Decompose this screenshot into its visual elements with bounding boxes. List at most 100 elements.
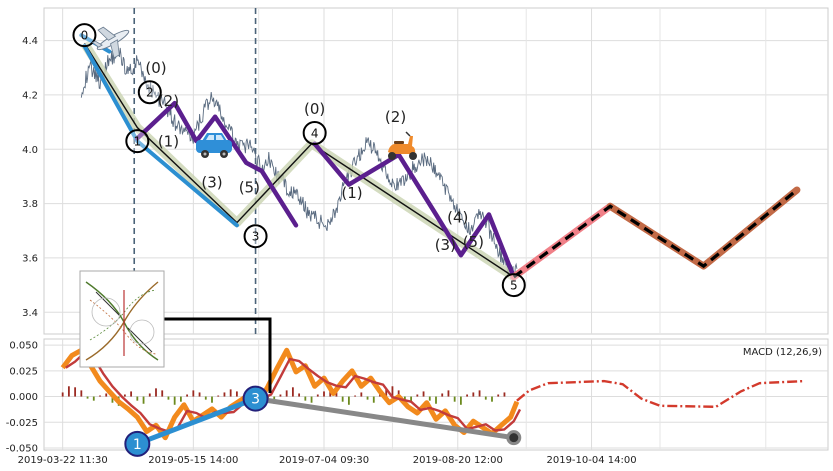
macd-histogram-bar — [447, 390, 450, 397]
macd-histogram-bar — [86, 396, 89, 399]
macd-histogram-bar — [491, 396, 493, 402]
macd-wave-circle-3 — [242, 385, 269, 412]
wave-label: (3) — [201, 173, 222, 191]
macd-histogram-bar — [441, 393, 444, 397]
macd-histogram-bar — [484, 396, 487, 400]
macd-histogram-bar — [360, 392, 363, 397]
macd-histogram-bar — [80, 390, 83, 397]
macd-wave-label-3: 3 — [251, 392, 260, 408]
macd-histogram-bar — [198, 392, 201, 397]
wave-circle-label: 5 — [510, 279, 518, 293]
blue-wave-segment — [82, 44, 239, 228]
vertical-markers — [133, 8, 257, 334]
price-y-tick-label: 4.2 — [22, 90, 38, 101]
price-y-tick-label: 3.6 — [22, 253, 38, 264]
wave-label: (5) — [463, 233, 484, 251]
x-tick-label: 2019-08-20 12:00 — [413, 455, 503, 466]
macd-histogram-bar — [192, 390, 195, 397]
macd-wave-circle-1 — [124, 430, 151, 457]
wave-circle — [72, 23, 97, 48]
macd-histogram-bar — [123, 394, 126, 397]
wave-markers: 0 1 2 3 4 5 (0) (2) (1) (3) (5) (0) (1) (2) (3) (4) (5) 1… — [72, 23, 526, 457]
macd-histogram-bar — [410, 396, 413, 403]
wave-label: (0) — [145, 59, 166, 77]
price-y-tick-label: 4.4 — [22, 36, 38, 47]
macd-histogram-bar — [130, 391, 133, 397]
macd-title: MACD (12,26,9) — [743, 347, 822, 358]
macd-histogram-bar — [341, 396, 344, 402]
wave-circle — [125, 129, 150, 154]
wave-circle — [302, 120, 327, 145]
wave-circle-label: 3 — [252, 230, 260, 244]
x-tick-label: 2019-05-15 14:00 — [148, 455, 238, 466]
macd-histogram-bar — [385, 389, 388, 397]
macd-histogram-bar — [204, 396, 207, 400]
macd-histogram-bar — [428, 396, 431, 401]
macd-lines — [60, 347, 804, 447]
macd-histogram-bar — [472, 392, 475, 397]
wave-circle — [501, 273, 526, 298]
price-y-tick-label: 3.4 — [22, 308, 38, 319]
macd-histogram-bar — [310, 396, 313, 403]
wave-circle — [243, 224, 268, 249]
macd-y-tick-label: 0.025 — [9, 366, 38, 377]
macd-trend-gray — [253, 396, 517, 441]
macd-histogram-bar — [298, 393, 301, 397]
macd-histogram-bar — [229, 389, 232, 397]
macd-histogram-bar — [397, 390, 400, 397]
macd-y-tick-label: 0.050 — [9, 341, 38, 352]
price-series-line — [80, 46, 518, 282]
macd-y-tick-label: 0.000 — [9, 392, 38, 403]
macd-histogram-bar — [148, 393, 151, 397]
macd-histogram-bar — [217, 395, 220, 397]
macd-histogram-bar — [74, 387, 77, 397]
wave-label: (2) — [385, 108, 406, 126]
macd-histogram-bar — [285, 390, 288, 397]
macd-histogram-bar — [391, 386, 394, 397]
x-tick-label: 2019-03-22 11:30 — [18, 455, 108, 466]
wave-label: (0) — [304, 100, 325, 118]
inset-connector-line — [164, 317, 272, 393]
macd-histogram-bar — [354, 395, 357, 397]
macd-histogram-bar — [503, 392, 506, 397]
price-y-tick-label: 3.8 — [22, 199, 38, 210]
macd-histogram-bar — [99, 395, 101, 397]
macd-histogram-bar — [422, 391, 425, 397]
macd-histogram-bar — [136, 396, 139, 401]
scooter-icon — [388, 131, 417, 160]
inset-thumbnail — [79, 270, 165, 368]
macd-trend-blue — [134, 396, 259, 447]
wave-label: (4) — [447, 209, 468, 227]
minor-zigzag-1 — [135, 100, 299, 228]
macd-histogram-bar — [372, 396, 375, 403]
macd-histogram-bar — [61, 392, 64, 397]
macd-wave-label-1: 1 — [133, 437, 142, 453]
wave-circle-label: 2 — [146, 86, 154, 100]
x-tick-label: 2019-10-04 14:00 — [546, 455, 636, 466]
airplane-icon — [91, 26, 130, 59]
macd-histogram-bar — [173, 396, 176, 405]
main-zigzag-line — [83, 42, 515, 278]
macd-histogram-bar — [67, 386, 70, 397]
macd-histogram-bar — [366, 396, 369, 400]
wave-circle-label: 0 — [81, 29, 89, 43]
macd-histogram-bar — [155, 388, 157, 397]
price-lines — [79, 33, 801, 282]
macd-histogram-bar — [235, 391, 238, 397]
macd-histogram-bar — [459, 396, 462, 405]
macd-histogram-bar — [291, 387, 294, 397]
macd-histogram-bar — [304, 396, 307, 401]
wave-label: (3) — [435, 236, 456, 254]
macd-histogram-bar — [403, 396, 406, 400]
macd-histogram-bar — [416, 394, 419, 397]
wave-circle-label: 1 — [134, 135, 142, 149]
macd-histogram-bar — [323, 391, 325, 397]
macd-histogram-bar — [179, 396, 182, 402]
macd-signal-line — [65, 351, 522, 433]
macd-histogram-bar — [316, 394, 319, 397]
wave-label: (5) — [239, 179, 260, 197]
macd-trend-end-dot — [506, 430, 522, 446]
car-icon — [196, 133, 232, 158]
